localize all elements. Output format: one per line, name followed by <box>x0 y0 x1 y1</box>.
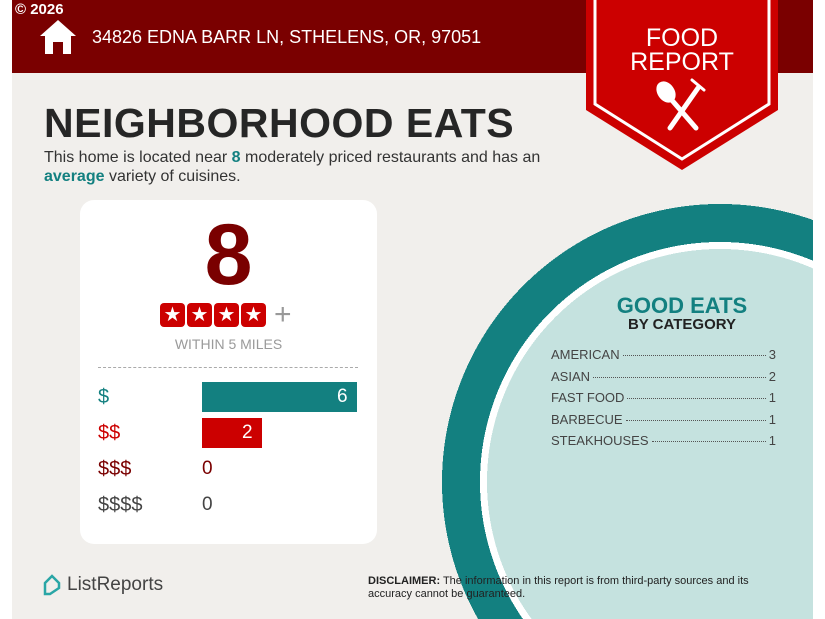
disclaimer-text: The information in this report is from t… <box>368 575 749 600</box>
copyright: © 2026 <box>15 1 64 18</box>
category-count: 1 <box>768 411 776 427</box>
category-list: AMERICAN 3 ASIAN 2 FAST FOOD 1 BARBECUE 1 STEAKH… <box>551 347 776 455</box>
plus-icon: + <box>274 298 292 331</box>
price-count: 2 <box>242 422 253 443</box>
category-count: 1 <box>768 433 776 448</box>
logo-text: ListReports <box>67 574 164 595</box>
price-bar <box>202 418 262 448</box>
desc-variety: average <box>44 168 105 185</box>
food-report-badge <box>586 0 778 170</box>
radius-label: WITHIN 5 MILES <box>174 336 283 352</box>
category-name: AMERICAN <box>551 347 620 362</box>
description: This home is located near 8 moderately p… <box>44 148 584 186</box>
categories-title: GOOD EATS <box>616 293 748 318</box>
desc-count: 8 <box>231 149 241 166</box>
page-title: NEIGHBORHOOD EATS <box>44 100 515 146</box>
category-item: BARBECUE 1 <box>551 412 776 434</box>
food-report: © 2026 34826 EDNA BARR LN, STHELENS, OR,… <box>12 0 813 619</box>
category-name: ASIAN <box>551 368 591 384</box>
price-label: $$ <box>98 422 121 444</box>
badge-line1: FOOD <box>645 24 719 52</box>
dot-leader <box>651 441 766 442</box>
price-row: $6 <box>98 382 368 412</box>
star-rating: ★ ★ ★ ★ + <box>160 298 292 331</box>
category-name: FAST FOOD <box>551 390 625 405</box>
price-row: $$$ 0 <box>98 454 368 484</box>
property-address: 34826 EDNA BARR LN, STHELENS, OR, 97051 <box>92 27 482 47</box>
logo-icon <box>43 574 61 596</box>
price-bar <box>202 382 357 412</box>
dot-leader <box>622 355 766 356</box>
category-item: FAST FOOD 1 <box>551 390 776 412</box>
price-row: $$$$ 0 <box>98 490 368 520</box>
spoon-fork-icon <box>656 78 706 131</box>
category-name: STEAKHOUSES <box>551 433 649 448</box>
divider <box>98 367 358 368</box>
decorative-circle <box>432 190 813 619</box>
star-icon: ★ <box>214 303 239 327</box>
price-row: $$ 2 <box>98 418 368 448</box>
star-icon: ★ <box>160 303 185 327</box>
category-count: 1 <box>768 390 776 405</box>
category-item: STEAKHOUSES 1 <box>551 433 776 455</box>
desc-text: moderately priced restaurants and has an <box>240 149 541 166</box>
category-name: BARBECUE <box>551 411 623 427</box>
desc-text: This home is located near <box>44 149 232 166</box>
category-item: ASIAN 2 <box>551 369 776 391</box>
price-count: 0 <box>202 494 213 515</box>
category-count: 3 <box>768 347 776 362</box>
dot-leader <box>625 419 766 421</box>
categories-subtitle: BY CATEGORY <box>627 316 737 333</box>
star-icon: ★ <box>187 303 212 327</box>
badge-line2: REPORT <box>630 48 734 76</box>
disclaimer-label: DISCLAIMER: <box>368 575 441 587</box>
house-icon <box>40 20 76 54</box>
price-label: $$$$ <box>98 494 143 516</box>
listreports-logo: ListReports <box>42 574 163 596</box>
dot-leader <box>593 376 766 378</box>
price-label: $ <box>98 386 110 408</box>
dot-leader <box>627 398 766 399</box>
price-label: $$$ <box>98 458 132 480</box>
price-count: 6 <box>337 386 348 407</box>
summary-card: 8 ★ ★ ★ ★ + WITHIN 5 MILES $6 $$ 2 $$$ 0 $$$$ 0 <box>80 200 377 544</box>
category-count: 2 <box>768 368 776 384</box>
category-item: AMERICAN 3 <box>551 347 776 369</box>
disclaimer: DISCLAIMER: The information in this repo… <box>368 575 788 601</box>
star-icon: ★ <box>241 303 266 327</box>
price-count: 0 <box>202 458 213 479</box>
restaurant-count: 8 <box>204 207 253 303</box>
desc-text: variety of cuisines. <box>104 168 241 185</box>
